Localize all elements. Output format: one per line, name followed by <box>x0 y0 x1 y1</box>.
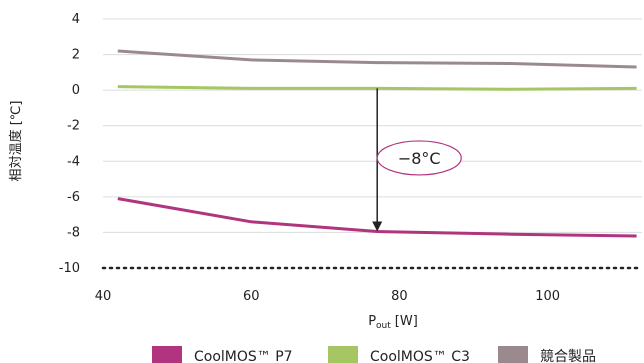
x-axis-label-main: P <box>368 314 376 329</box>
y-axis-label: 相対温度 [℃] <box>8 101 24 182</box>
legend-swatch <box>152 346 182 363</box>
annotation-text: −8°C <box>398 149 441 168</box>
x-axis-label-unit: [W] <box>395 314 418 329</box>
y-tick-label: -6 <box>67 190 80 205</box>
legend-swatch <box>328 346 358 363</box>
y-tick-label: 2 <box>72 48 80 63</box>
x-axis-ticks: 40 60 80 100 <box>95 289 560 304</box>
x-tick-label: 60 <box>243 289 260 304</box>
legend: CoolMOS™ P7 CoolMOS™ C3 競合製品 <box>152 346 596 363</box>
legend-label: 競合製品 <box>540 349 596 363</box>
annotation-callout <box>376 140 462 176</box>
legend-label: CoolMOS™ P7 <box>194 349 293 363</box>
y-tick-label: -4 <box>67 154 80 169</box>
x-tick-label: 100 <box>535 289 560 304</box>
x-tick-label: 80 <box>391 289 408 304</box>
x-axis-label-sub: out <box>376 321 391 331</box>
legend-swatch <box>498 346 528 363</box>
y-tick-label: -2 <box>67 119 80 134</box>
annotation-arrowhead <box>372 221 383 232</box>
x-axis-label: Pout [W] <box>368 314 418 331</box>
y-axis-ticks: 4 2 0 -2 -4 -6 -8 -10 <box>59 12 80 276</box>
y-tick-label: -8 <box>67 225 80 240</box>
x-tick-label: 40 <box>95 289 112 304</box>
legend-label: CoolMOS™ C3 <box>370 349 470 363</box>
series-line <box>117 49 637 69</box>
annotation: −8°C <box>372 88 462 232</box>
y-tick-label: -10 <box>59 261 80 276</box>
y-tick-label: 0 <box>72 83 80 98</box>
y-tick-label: 4 <box>72 12 80 27</box>
grid <box>103 18 642 233</box>
